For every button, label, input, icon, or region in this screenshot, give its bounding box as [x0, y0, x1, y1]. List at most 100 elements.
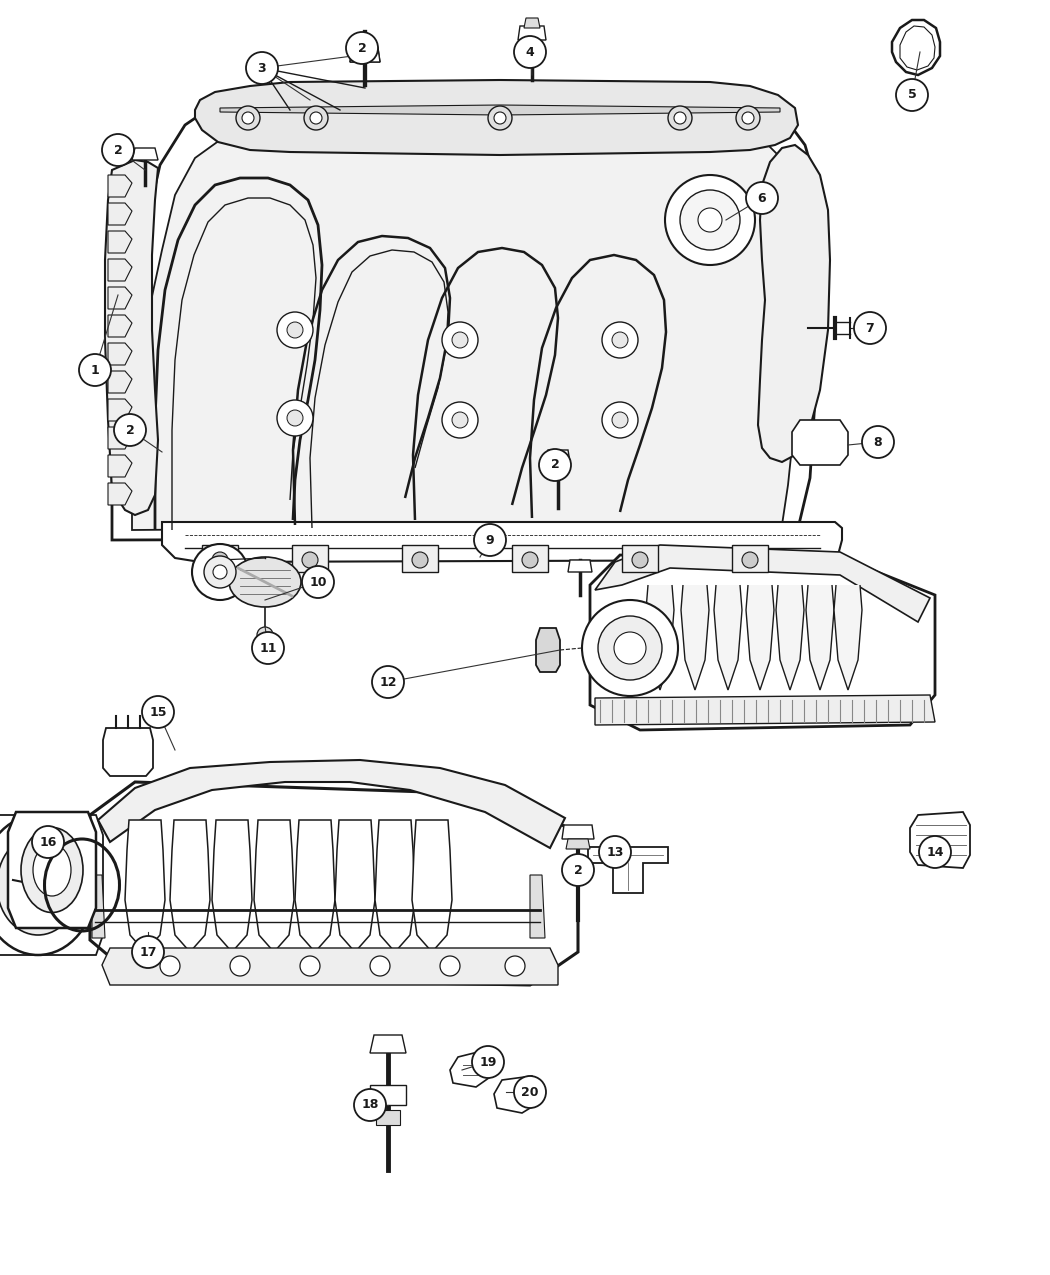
Circle shape	[680, 190, 740, 250]
Text: 6: 6	[758, 191, 766, 204]
Polygon shape	[202, 544, 238, 572]
Circle shape	[742, 112, 754, 124]
Polygon shape	[108, 287, 132, 309]
Polygon shape	[595, 695, 934, 725]
Text: 15: 15	[149, 705, 167, 719]
Text: 9: 9	[486, 533, 495, 547]
Polygon shape	[108, 231, 132, 252]
Circle shape	[614, 632, 646, 664]
Circle shape	[582, 601, 678, 696]
Circle shape	[246, 52, 278, 84]
Circle shape	[896, 79, 928, 111]
Polygon shape	[108, 259, 132, 280]
Ellipse shape	[12, 853, 64, 918]
Polygon shape	[568, 560, 592, 572]
Circle shape	[242, 112, 254, 124]
Circle shape	[539, 449, 571, 481]
Circle shape	[440, 956, 460, 975]
Polygon shape	[195, 80, 798, 156]
Polygon shape	[350, 48, 380, 62]
Circle shape	[412, 552, 428, 567]
Circle shape	[602, 323, 638, 358]
Polygon shape	[524, 18, 540, 28]
Polygon shape	[125, 820, 165, 952]
Circle shape	[160, 956, 180, 975]
Polygon shape	[494, 1076, 542, 1113]
Circle shape	[300, 956, 320, 975]
Polygon shape	[806, 585, 834, 690]
Polygon shape	[108, 315, 132, 337]
Text: 2: 2	[358, 42, 366, 55]
Circle shape	[472, 1046, 504, 1077]
Circle shape	[302, 566, 334, 598]
Polygon shape	[536, 629, 560, 672]
Polygon shape	[646, 585, 674, 690]
Polygon shape	[792, 419, 848, 465]
Circle shape	[354, 1089, 386, 1121]
Ellipse shape	[0, 835, 79, 935]
Polygon shape	[292, 544, 328, 572]
Text: 2: 2	[113, 144, 123, 157]
Polygon shape	[295, 820, 335, 952]
Text: 20: 20	[521, 1085, 539, 1099]
Circle shape	[746, 182, 778, 214]
Polygon shape	[758, 145, 830, 462]
Polygon shape	[892, 20, 940, 75]
Polygon shape	[566, 839, 590, 849]
Circle shape	[668, 106, 692, 130]
Polygon shape	[108, 455, 132, 477]
Circle shape	[346, 32, 378, 64]
Polygon shape	[8, 812, 96, 928]
Polygon shape	[92, 875, 105, 938]
Polygon shape	[450, 1051, 496, 1088]
Text: 2: 2	[550, 459, 560, 472]
Text: 19: 19	[479, 1056, 497, 1068]
Circle shape	[79, 354, 111, 386]
Polygon shape	[108, 203, 132, 224]
Polygon shape	[590, 555, 934, 731]
Ellipse shape	[229, 557, 301, 607]
Polygon shape	[350, 48, 380, 62]
Circle shape	[452, 412, 468, 428]
Circle shape	[114, 414, 146, 446]
Text: 18: 18	[361, 1099, 379, 1112]
Text: 14: 14	[926, 845, 944, 858]
Circle shape	[602, 402, 638, 439]
Circle shape	[442, 402, 478, 439]
Polygon shape	[562, 825, 594, 839]
Circle shape	[252, 632, 284, 664]
Circle shape	[919, 836, 951, 868]
Polygon shape	[518, 26, 546, 40]
Circle shape	[277, 312, 313, 348]
Text: 13: 13	[606, 845, 624, 858]
Ellipse shape	[0, 815, 96, 955]
Circle shape	[287, 411, 303, 426]
Polygon shape	[170, 820, 210, 952]
Polygon shape	[370, 1035, 406, 1053]
Circle shape	[474, 524, 506, 556]
Text: 3: 3	[257, 61, 267, 74]
Circle shape	[132, 936, 164, 968]
Circle shape	[302, 552, 318, 567]
Polygon shape	[370, 1085, 406, 1105]
Circle shape	[612, 332, 628, 348]
Polygon shape	[588, 847, 668, 892]
Circle shape	[310, 112, 322, 124]
Circle shape	[598, 836, 631, 868]
Circle shape	[442, 323, 478, 358]
Polygon shape	[108, 371, 132, 393]
Circle shape	[612, 412, 628, 428]
Circle shape	[522, 552, 538, 567]
Polygon shape	[132, 122, 804, 530]
Text: 5: 5	[907, 88, 917, 102]
Text: 8: 8	[874, 436, 882, 449]
Text: 17: 17	[140, 946, 156, 959]
Circle shape	[488, 106, 512, 130]
Polygon shape	[595, 544, 930, 622]
Circle shape	[236, 106, 260, 130]
Polygon shape	[112, 85, 822, 541]
Text: 11: 11	[259, 641, 277, 654]
Circle shape	[372, 666, 404, 697]
Text: 1: 1	[90, 363, 100, 376]
Polygon shape	[412, 820, 452, 952]
